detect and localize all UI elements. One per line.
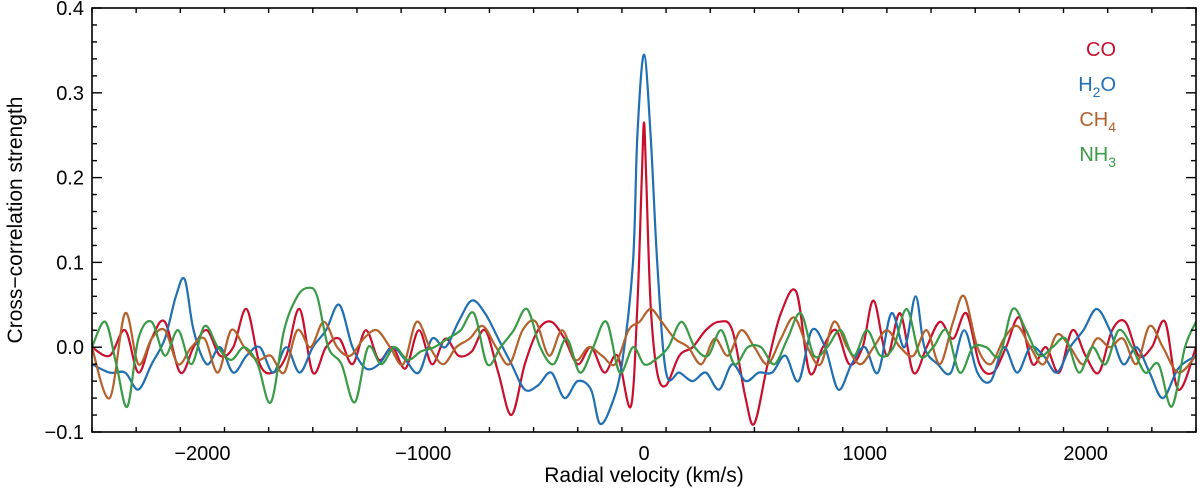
y-tick-label: 0.2 — [56, 168, 84, 190]
x-tick-label: −1000 — [395, 443, 451, 465]
y-tick-label: 0.1 — [56, 252, 84, 274]
x-tick-label: 0 — [638, 443, 649, 465]
legend-label-main: CO — [1086, 39, 1116, 61]
legend-label-main: CH — [1079, 109, 1108, 131]
series-layer — [92, 53, 1196, 426]
y-tick-label: 0.3 — [56, 83, 84, 105]
x-tick-label: 1000 — [843, 443, 888, 465]
legend-entry-h2o: H2O — [1078, 74, 1116, 100]
plot-frame — [91, 7, 1197, 433]
x-tick-label: −2000 — [174, 443, 230, 465]
legend-entry-co: CO — [1086, 39, 1116, 61]
x-tick-label: 2000 — [1063, 443, 1108, 465]
legend-label-main: H — [1078, 74, 1092, 96]
y-tick-label: 0.0 — [56, 337, 84, 359]
series-line-nh3 — [92, 286, 1196, 408]
y-tick-label: −0.1 — [45, 422, 84, 444]
legend-label-main: NH — [1079, 144, 1108, 166]
legend-entry-ch4: CH4 — [1079, 109, 1116, 135]
x-axis-title: Radial velocity (km/s) — [544, 464, 744, 487]
legend-entry-nh3: NH3 — [1079, 144, 1116, 170]
y-axis-ticks: −0.1 0.0 0.1 0.2 0.3 0.4 — [45, 0, 1196, 444]
legend-label-subscript: 2 — [1093, 84, 1101, 100]
legend-label-tail: O — [1100, 74, 1116, 96]
legend-label-subscript: 4 — [1108, 119, 1116, 135]
x-axis-ticks: −2000 −1000 0 1000 2000 — [91, 8, 1197, 465]
y-axis-title: Cross−correlation strength — [4, 97, 27, 344]
series-line-h2o — [92, 53, 1196, 426]
y-tick-label: 0.4 — [56, 0, 84, 20]
legend-label-subscript: 3 — [1108, 154, 1116, 170]
series-line-co — [92, 121, 1196, 426]
